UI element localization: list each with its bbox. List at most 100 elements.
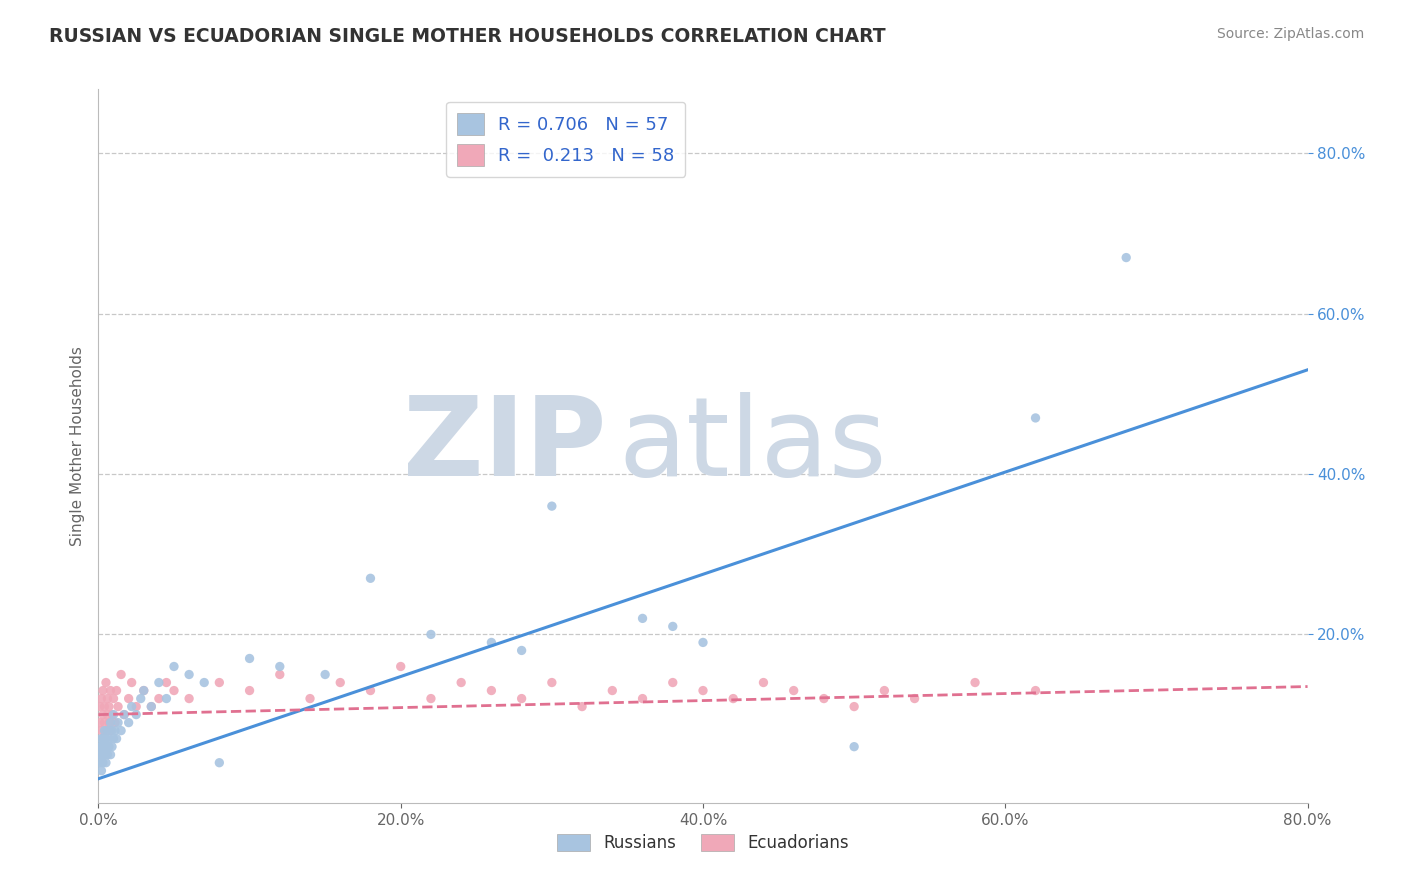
Point (481, 683, 503, 698)
Point (299, 691, 322, 706)
Point (602, 683, 624, 698)
Point (631, 691, 654, 706)
Point (141, 699, 163, 714)
Point (90, 731, 112, 746)
Point (692, 635, 714, 649)
Point (481, 635, 503, 649)
Point (510, 691, 533, 706)
Point (141, 699, 163, 714)
Point (91, 731, 114, 746)
Point (1024, 411, 1046, 425)
Point (98, 715, 121, 730)
Point (100, 747, 122, 762)
Point (269, 667, 291, 681)
Point (360, 683, 382, 698)
Point (93, 723, 115, 738)
Point (965, 675, 987, 690)
Point (314, 667, 336, 681)
Text: Source: ZipAtlas.com: Source: ZipAtlas.com (1216, 27, 1364, 41)
Point (101, 739, 124, 754)
Point (118, 715, 141, 730)
Point (91, 683, 114, 698)
Point (91, 707, 114, 722)
Point (94, 731, 117, 746)
Point (193, 675, 215, 690)
Point (723, 691, 745, 706)
Point (148, 675, 170, 690)
Legend: Russians, Ecuadorians: Russians, Ecuadorians (550, 827, 856, 859)
Point (239, 651, 262, 665)
Point (94, 723, 117, 738)
Point (105, 731, 128, 746)
Point (121, 699, 143, 714)
Point (125, 699, 148, 714)
Point (93, 739, 115, 754)
Point (91, 756, 114, 770)
Text: ZIP: ZIP (404, 392, 606, 500)
Point (179, 691, 201, 706)
Point (329, 675, 352, 690)
Point (94, 756, 117, 770)
Point (813, 691, 835, 706)
Point (844, 739, 866, 754)
Point (89, 739, 111, 754)
Point (208, 675, 231, 690)
Point (1115, 251, 1137, 265)
Point (104, 715, 127, 730)
Point (100, 683, 122, 698)
Point (148, 691, 170, 706)
Y-axis label: Single Mother Households: Single Mother Households (69, 346, 84, 546)
Point (163, 659, 186, 673)
Point (100, 723, 122, 738)
Point (155, 675, 177, 690)
Point (571, 699, 593, 714)
Point (540, 499, 562, 513)
Point (389, 659, 412, 673)
Point (631, 611, 654, 625)
Point (420, 627, 443, 641)
Point (100, 715, 122, 730)
Point (110, 723, 132, 738)
Point (107, 715, 129, 730)
Point (93, 715, 115, 730)
Text: atlas: atlas (619, 392, 887, 500)
Point (269, 659, 291, 673)
Point (118, 691, 141, 706)
Point (90, 747, 112, 762)
Point (98, 739, 121, 754)
Point (112, 707, 135, 722)
Point (360, 571, 382, 585)
Point (89, 699, 111, 714)
Point (96, 723, 118, 738)
Point (132, 683, 155, 698)
Point (661, 619, 683, 633)
Point (904, 691, 927, 706)
Point (103, 691, 125, 706)
Point (91, 747, 114, 762)
Point (179, 667, 201, 681)
Point (89, 715, 111, 730)
Point (239, 683, 262, 698)
Point (93, 747, 115, 762)
Point (129, 691, 152, 706)
Point (125, 707, 148, 722)
Point (105, 683, 128, 698)
Point (98, 731, 121, 746)
Point (155, 691, 177, 706)
Point (96, 691, 118, 706)
Point (98, 699, 121, 714)
Point (94, 739, 117, 754)
Point (103, 731, 125, 746)
Point (103, 707, 125, 722)
Point (132, 683, 155, 698)
Point (844, 699, 866, 714)
Point (121, 675, 143, 690)
Point (661, 675, 683, 690)
Point (873, 683, 896, 698)
Point (90, 739, 112, 754)
Point (96, 747, 118, 762)
Point (163, 683, 186, 698)
Point (420, 691, 443, 706)
Point (101, 707, 124, 722)
Point (1024, 683, 1046, 698)
